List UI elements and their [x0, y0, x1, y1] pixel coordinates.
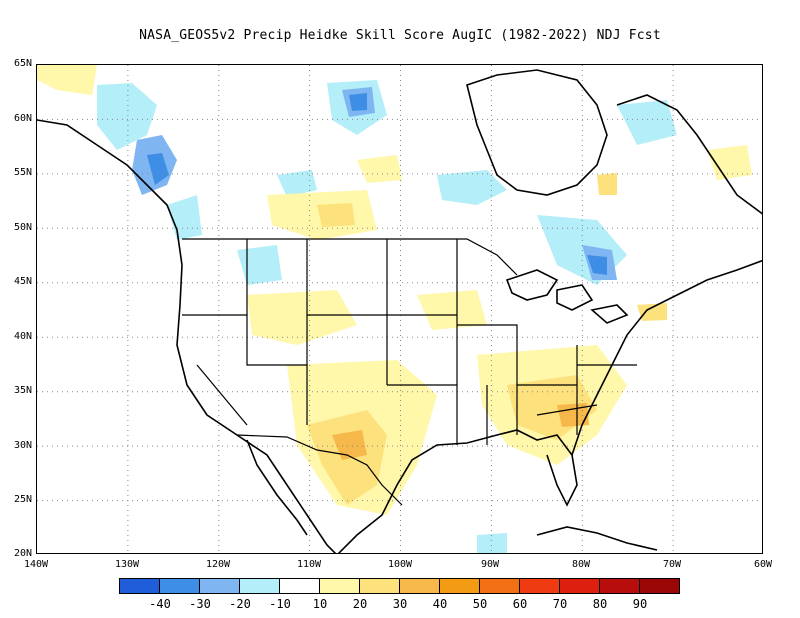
borders [182, 238, 637, 506]
map-svg [37, 65, 762, 553]
skill-region-positive [417, 290, 487, 330]
colorbar-cell [359, 578, 400, 594]
colorbar-label: -40 [149, 597, 171, 611]
coastlines [37, 69, 762, 553]
lon-label: 60W [753, 559, 773, 570]
lon-label: 130W [114, 559, 140, 570]
colorbar-label: 90 [632, 597, 648, 611]
skill-region-negative [277, 170, 317, 197]
colorbar-label: 70 [552, 597, 568, 611]
colorbar-cell [559, 578, 600, 594]
colorbar-label: 80 [592, 597, 608, 611]
colorbar-cell [319, 578, 360, 594]
colorbar-label: 10 [312, 597, 328, 611]
colorbar-label: 20 [352, 597, 368, 611]
lat-label: 65N [13, 58, 32, 69]
lat-label: 35N [13, 385, 32, 396]
lat-label: 55N [13, 167, 32, 178]
colorbar-cell [639, 578, 680, 594]
colorbar [119, 578, 680, 594]
colorbar-label: 50 [472, 597, 488, 611]
lon-label: 120W [205, 559, 231, 570]
skill-shading [37, 65, 752, 553]
lat-lon-grid [37, 65, 762, 553]
skill-region-positive [317, 203, 355, 227]
skill-region-negative [587, 255, 607, 275]
skill-region-negative [617, 100, 677, 145]
skill-region-negative [237, 245, 282, 285]
colorbar-cell [279, 578, 320, 594]
skill-region-positive [557, 403, 589, 427]
lon-label: 110W [296, 559, 322, 570]
colorbar-cell [239, 578, 280, 594]
lat-label: 30N [13, 440, 32, 451]
colorbar-cell [599, 578, 640, 594]
skill-region-negative [97, 83, 157, 150]
skill-region-positive [357, 155, 402, 183]
colorbar-cell [199, 578, 240, 594]
skill-region-negative [147, 153, 169, 185]
colorbar-label: -20 [229, 597, 251, 611]
skill-region-positive [37, 65, 97, 95]
colorbar-cell [159, 578, 200, 594]
skill-region-negative [477, 533, 507, 553]
map-title: NASA_GEOS5v2 Precip Heidke Skill Score A… [139, 28, 661, 43]
skill-region-negative [437, 170, 507, 205]
lon-label: 140W [23, 559, 49, 570]
skill-region-positive [637, 303, 667, 321]
map-plot-area [36, 64, 763, 554]
lat-label: 25N [13, 494, 32, 505]
lon-label: 100W [387, 559, 413, 570]
colorbar-cell [399, 578, 440, 594]
lon-label: 70W [662, 559, 682, 570]
lat-label: 60N [13, 113, 32, 124]
lon-label: 80W [571, 559, 591, 570]
colorbar-cell [119, 578, 160, 594]
skill-region-positive [707, 145, 752, 180]
skill-region-positive [597, 173, 617, 195]
colorbar-cell [519, 578, 560, 594]
lon-label: 90W [480, 559, 500, 570]
lat-label: 40N [13, 331, 32, 342]
skill-region-positive [332, 430, 367, 460]
skill-region-negative [349, 93, 367, 111]
lat-label: 50N [13, 222, 32, 233]
colorbar-label: 60 [512, 597, 528, 611]
colorbar-label: 30 [392, 597, 408, 611]
lat-label: 45N [13, 276, 32, 287]
lat-label: 20N [13, 548, 32, 559]
colorbar-label: 40 [432, 597, 448, 611]
colorbar-cell [439, 578, 480, 594]
colorbar-cell [479, 578, 520, 594]
skill-region-positive [247, 290, 357, 345]
colorbar-label: -30 [189, 597, 211, 611]
colorbar-label: -10 [269, 597, 291, 611]
